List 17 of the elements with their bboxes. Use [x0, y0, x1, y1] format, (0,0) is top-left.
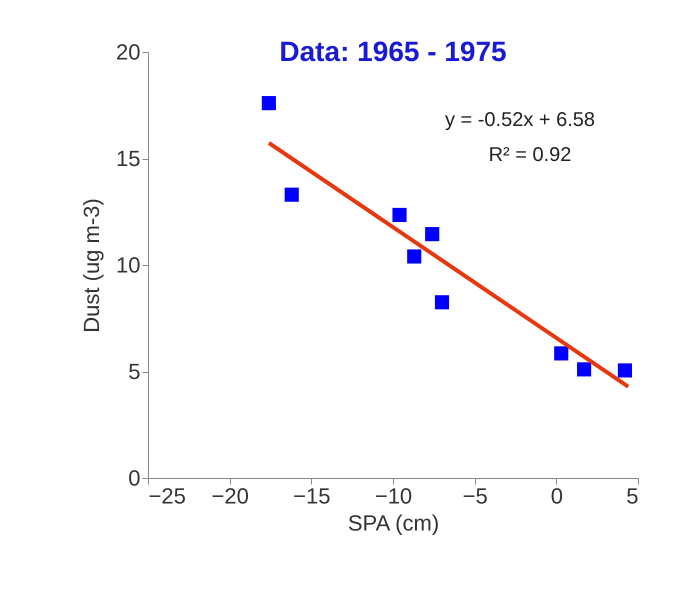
y-tick-label: 10: [116, 252, 140, 278]
x-tick-label: 0: [550, 484, 563, 508]
y-tick-label: 5: [128, 359, 140, 384]
x-tick-label: −15: [293, 484, 330, 508]
annotation: R² = 0.92: [488, 144, 572, 166]
x-tick-label: −25: [148, 484, 186, 508]
x-tick-label: −5: [462, 484, 488, 508]
y-tick-label: 0: [128, 466, 140, 490]
y-tick-label: 20: [116, 40, 140, 64]
x-axis-title: SPA (cm): [348, 510, 440, 536]
x-tick-label: −10: [374, 484, 412, 508]
annotation: y = -0.52x + 6.58: [444, 109, 596, 131]
chart-title: Data: 1965 - 1975: [279, 36, 507, 67]
y-axis-title: Dust (ug m-3): [79, 198, 104, 333]
x-tick-label: −20: [212, 484, 249, 508]
y-tick-label: 15: [116, 146, 140, 171]
x-tick-label: 5: [626, 484, 638, 508]
